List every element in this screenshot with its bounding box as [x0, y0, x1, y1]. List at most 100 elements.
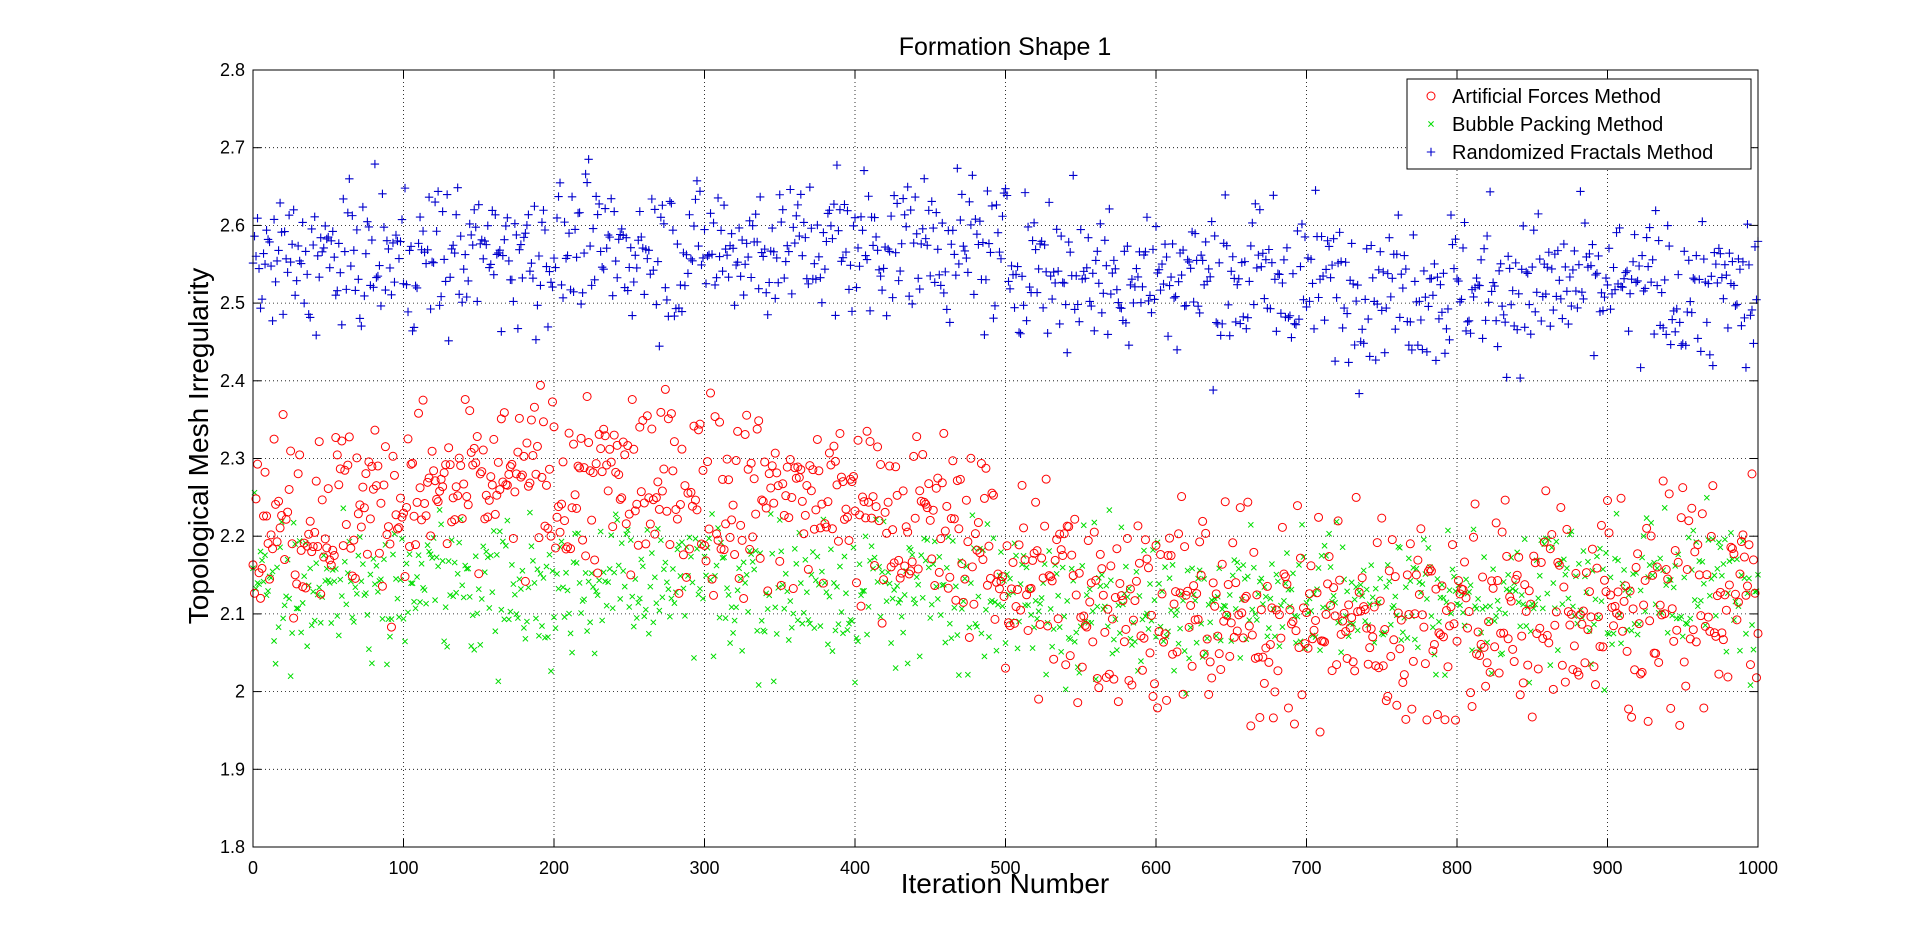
data-point: [289, 205, 298, 214]
data-point: [1259, 678, 1269, 688]
data-point: [400, 572, 410, 582]
data-point: [316, 233, 325, 242]
data-point: [913, 574, 920, 581]
data-point: [1651, 206, 1660, 215]
data-point: [1372, 585, 1379, 592]
data-point: [272, 256, 282, 266]
data-point: [682, 250, 691, 259]
data-point: [1688, 625, 1698, 635]
data-point: [403, 434, 413, 444]
data-point: [635, 599, 642, 606]
data-point: [883, 598, 890, 605]
data-point: [633, 615, 640, 621]
data-point: [695, 187, 705, 196]
data-point: [671, 504, 681, 514]
series-circle: [248, 380, 1763, 737]
data-point: [367, 235, 377, 245]
data-point: [471, 458, 481, 468]
data-point: [895, 573, 905, 583]
data-point: [1467, 582, 1474, 589]
data-points: [248, 155, 1763, 737]
data-point: [1589, 662, 1599, 672]
data-point: [955, 672, 962, 679]
data-point: [1207, 673, 1217, 683]
data-point: [1624, 704, 1634, 714]
data-point: [697, 585, 703, 592]
data-point: [471, 222, 480, 232]
data-point: [1429, 624, 1436, 631]
data-point: [1643, 716, 1653, 726]
data-point: [622, 233, 631, 242]
data-point: [1286, 603, 1293, 610]
data-point: [403, 560, 410, 567]
data-point: [941, 267, 950, 277]
data-point: [817, 623, 824, 630]
data-point: [436, 292, 446, 301]
data-point: [495, 678, 502, 685]
data-point: [1332, 293, 1341, 302]
data-point: [453, 183, 462, 192]
data-point: [839, 514, 849, 524]
data-point: [1490, 642, 1500, 652]
data-point: [281, 602, 288, 609]
data-point: [1503, 634, 1513, 644]
data-point: [719, 545, 729, 555]
data-point: [566, 610, 573, 617]
data-point: [1277, 522, 1287, 532]
data-point: [956, 215, 965, 225]
data-point: [1633, 549, 1643, 559]
data-point: [1612, 555, 1618, 562]
data-point: [365, 514, 375, 524]
data-point: [892, 199, 902, 208]
data-point: [1276, 643, 1283, 650]
data-point: [1682, 564, 1692, 574]
data-point: [1432, 671, 1439, 678]
data-point: [1699, 558, 1706, 565]
data-point: [1621, 566, 1628, 573]
data-point: [1612, 608, 1622, 618]
data-point: [943, 583, 953, 593]
data-point: [1134, 558, 1144, 568]
data-point: [1202, 634, 1212, 644]
data-point: [715, 417, 725, 427]
data-point: [1420, 536, 1427, 543]
data-point: [698, 253, 708, 263]
data-point: [397, 576, 404, 583]
data-point: [1297, 690, 1307, 700]
data-point: [692, 535, 699, 542]
data-point: [1444, 621, 1454, 631]
data-point: [1061, 300, 1070, 309]
data-point: [724, 585, 731, 592]
data-point: [561, 614, 568, 620]
data-point: [612, 511, 619, 518]
data-point: [1216, 664, 1226, 674]
data-point: [1289, 719, 1299, 729]
data-point: [915, 581, 922, 588]
data-point: [290, 291, 300, 300]
data-point: [1344, 358, 1353, 367]
data-point: [1661, 330, 1671, 339]
data-point: [605, 579, 612, 586]
data-point: [346, 261, 356, 271]
data-point: [912, 600, 919, 607]
data-point: [909, 551, 916, 558]
data-point: [552, 512, 562, 522]
data-point: [997, 572, 1007, 582]
data-point: [730, 550, 740, 560]
data-point: [912, 432, 922, 442]
data-point: [873, 442, 883, 452]
data-point: [1323, 236, 1332, 245]
y-tick-label: 1.9: [220, 759, 245, 779]
data-point: [1672, 562, 1679, 569]
data-point: [1435, 618, 1442, 625]
x-tick-label: 0: [248, 858, 258, 878]
data-point: [668, 595, 675, 602]
data-point: [1160, 629, 1170, 639]
data-point: [974, 240, 983, 249]
data-point: [469, 612, 476, 619]
data-point: [870, 213, 879, 222]
data-point: [1157, 259, 1167, 269]
data-point: [841, 504, 851, 514]
data-point: [1624, 326, 1633, 336]
data-point: [1354, 389, 1364, 398]
